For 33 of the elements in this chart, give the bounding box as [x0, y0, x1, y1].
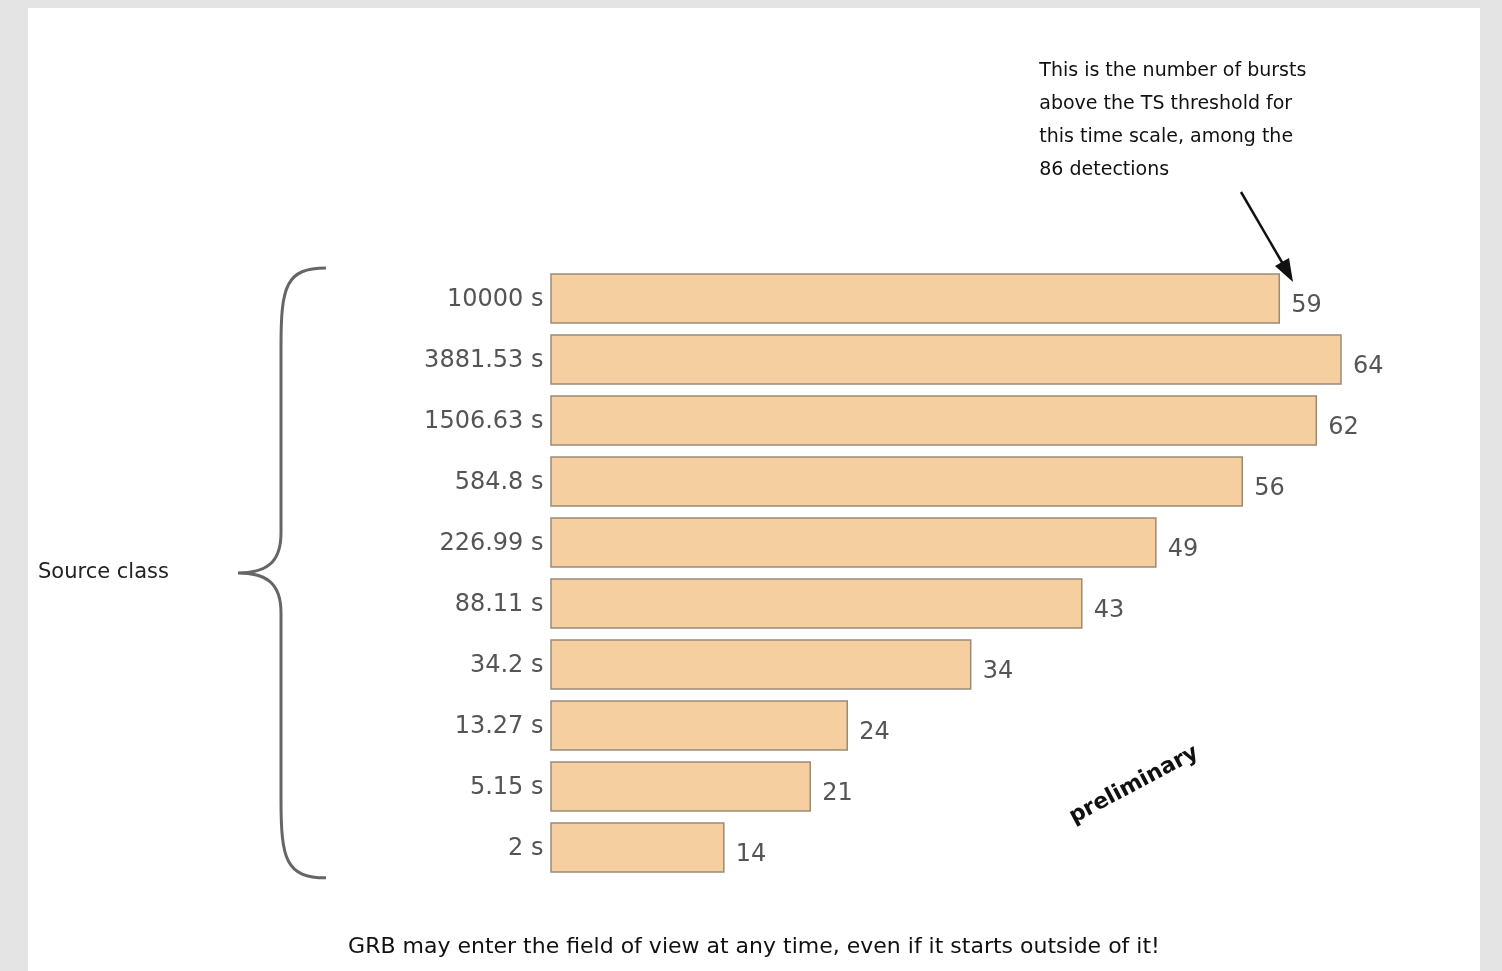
text: This is the number of bursts above the TS threshold for this time scale, among the 86 detections	[1039, 57, 1307, 181]
bar	[550, 578, 1083, 629]
y-tick-label: 2 s	[508, 832, 544, 861]
y-tick-label: 584.8 s	[454, 466, 544, 495]
source-note: Source class	[38, 559, 169, 583]
bar	[550, 456, 1243, 507]
data-label: 34	[982, 655, 1014, 684]
y-tick-label: 5.15 s	[469, 771, 544, 800]
bar	[550, 517, 1157, 568]
data-label: 14	[735, 838, 767, 867]
y-tick-label: 3881.53 s	[424, 344, 544, 373]
data-label: 24	[859, 716, 890, 745]
y-tick-label: 13.27 s	[454, 710, 544, 739]
data-label: 43	[1093, 594, 1125, 623]
bar	[550, 395, 1318, 446]
data-label: 21	[822, 777, 853, 806]
y-tick-label: 226.99 s	[439, 527, 544, 556]
bar	[550, 700, 848, 751]
text: GRB may enter the field of view at any time, even if it starts outside of it!	[347, 933, 1161, 958]
data-label: 59	[1291, 289, 1322, 318]
bar	[550, 639, 972, 690]
bar	[550, 822, 725, 873]
data-label: 62	[1328, 411, 1359, 440]
data-label: 64	[1353, 350, 1384, 379]
y-tick-label: 10000 s	[447, 283, 544, 312]
y-tick-label: 34.2 s	[469, 649, 544, 678]
bar	[550, 334, 1342, 385]
data-label: 56	[1254, 472, 1285, 501]
bar	[550, 761, 811, 812]
bar	[550, 273, 1281, 324]
data-label: 49	[1167, 533, 1199, 562]
y-tick-label: 1506.63 s	[424, 405, 544, 434]
y-tick-label: 88.11 s	[454, 588, 544, 617]
